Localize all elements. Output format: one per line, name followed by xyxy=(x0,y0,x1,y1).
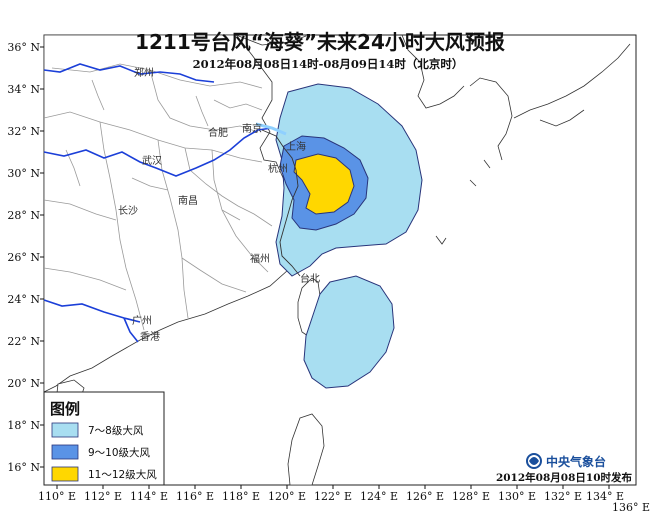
legend-swatch-9-10 xyxy=(51,444,79,460)
lat-label-32: 32° N xyxy=(7,125,40,138)
lon-label-110: 110° E xyxy=(38,490,76,503)
lon-label-122: 122° E xyxy=(314,490,352,503)
legend-label-7-8: 7～8级大风 xyxy=(88,424,144,437)
legend-title: 图例 xyxy=(50,400,80,418)
rivers xyxy=(43,63,273,343)
city-label-nanchang: 南昌 xyxy=(178,194,198,207)
lon-label-126: 126° E xyxy=(406,490,444,503)
lon-label-136: 136° E xyxy=(612,501,650,514)
lat-label-18: 18° N xyxy=(7,419,40,432)
lat-label-26: 26° N xyxy=(7,251,40,264)
lat-label-34: 34° N xyxy=(7,83,40,96)
city-labels: 郑州 合肥 武汉 南京 上海 杭州 南昌 长沙 福州 台北 广州 香港 xyxy=(118,66,320,343)
agency-mark: 中央气象台 xyxy=(526,453,606,469)
lat-label-24: 24° N xyxy=(7,293,40,306)
yangtze-estuary xyxy=(255,122,287,136)
lon-label-128: 128° E xyxy=(452,490,490,503)
city-label-nanjing: 南京 xyxy=(242,122,262,135)
map-title: 1211号台风“海葵”未来24小时大风预报 xyxy=(135,30,505,54)
lon-label-114: 114° E xyxy=(130,490,168,503)
legend: 图例 7～8级大风 9～10级大风 11～12级大风 xyxy=(43,391,165,486)
cma-swirl-icon xyxy=(526,453,542,469)
lon-label-118: 118° E xyxy=(222,490,260,503)
legend-label-11-12: 11～12级大风 xyxy=(88,468,157,481)
wind-zone-11-12 xyxy=(293,153,355,215)
city-label-hefei: 合肥 xyxy=(208,126,228,139)
axis-ticks xyxy=(40,46,610,489)
city-label-zhengzhou: 郑州 xyxy=(134,66,154,79)
lon-label-134: 134° E xyxy=(586,490,624,503)
luzon-island xyxy=(287,413,325,486)
legend-label-9-10: 9～10级大风 xyxy=(88,446,151,459)
lon-label-130: 130° E xyxy=(498,490,536,503)
lon-label-116: 116° E xyxy=(176,490,214,503)
legend-swatch-7-8 xyxy=(51,422,79,438)
city-label-hangzhou: 杭州 xyxy=(268,162,288,175)
city-label-fuzhou: 福州 xyxy=(250,252,270,265)
lon-label-124: 124° E xyxy=(360,490,398,503)
lat-label-22: 22° N xyxy=(7,335,40,348)
wind-zone-7-8-south xyxy=(303,275,395,389)
legend-swatch-11-12 xyxy=(51,466,79,482)
shandong-coast xyxy=(235,34,307,46)
lat-label-36: 36° N xyxy=(7,41,40,54)
city-label-shanghai: 上海 xyxy=(286,140,306,153)
lat-label-20: 20° N xyxy=(7,377,40,390)
city-label-hongkong: 香港 xyxy=(140,331,160,343)
korea-japan-coast xyxy=(401,34,631,245)
longitude-labels: 110° E 112° E 114° E 116° E 118° E 120° … xyxy=(38,490,650,514)
lon-label-120: 120° E xyxy=(268,490,306,503)
map-subtitle: 2012年08月08日14时-08月09日14时（北京时） xyxy=(193,57,464,71)
lon-label-132: 132° E xyxy=(544,490,582,503)
agency-name: 中央气象台 xyxy=(546,454,606,469)
city-label-taipei: 台北 xyxy=(300,272,320,285)
city-label-guangzhou: 广州 xyxy=(132,315,152,327)
lat-label-30: 30° N xyxy=(7,167,40,180)
latitude-labels: 36° N 34° N 32° N 30° N 28° N 26° N 24° … xyxy=(7,41,40,474)
issued-time: 2012年08月08日10时发布 xyxy=(496,471,633,484)
lat-label-28: 28° N xyxy=(7,209,40,222)
zhejiang-coast xyxy=(261,129,301,277)
lat-label-16: 16° N xyxy=(7,461,40,474)
city-label-changsha: 长沙 xyxy=(118,205,138,217)
lon-label-112: 112° E xyxy=(84,490,122,503)
city-label-wuhan: 武汉 xyxy=(142,154,162,167)
